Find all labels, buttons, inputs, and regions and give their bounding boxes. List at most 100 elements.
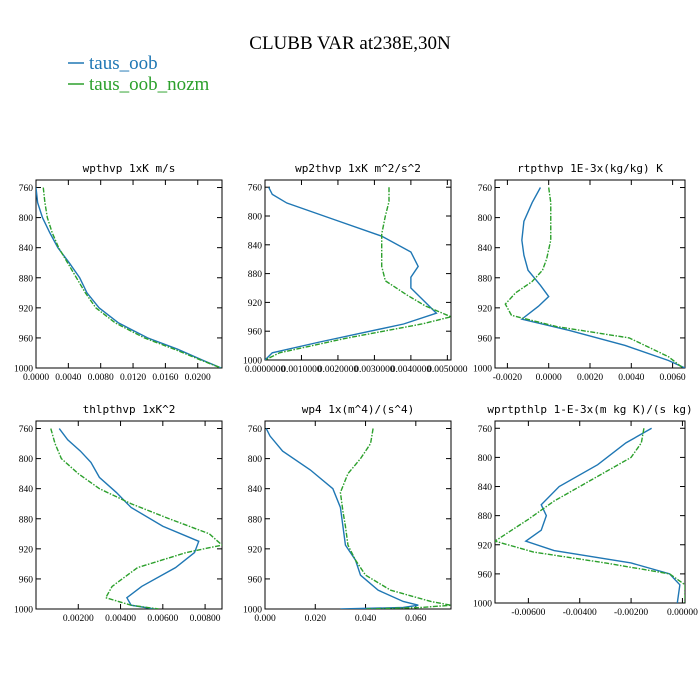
y-tick-label: 840 xyxy=(19,244,34,254)
panels: wpthvp 1xK m/s76080084088092096010000.00… xyxy=(14,162,698,624)
panel-title: wp4 1x(m^4)/(s^4) xyxy=(302,403,415,416)
legend: taus_oob taus_oob_nozm xyxy=(68,53,210,95)
x-tick-label: 0.00400 xyxy=(105,614,136,624)
panel-5: wp4 1x(m^4)/(s^4)76080084088092096010000… xyxy=(243,403,452,624)
series-line-taus-oob-nozm xyxy=(265,187,451,360)
y-tick-label: 920 xyxy=(248,545,263,555)
panel-title: wprtpthlp 1-E-3x(m kg K)/(s kg) xyxy=(487,403,692,416)
x-tick-label: 0.0160 xyxy=(152,373,178,383)
plot-frame xyxy=(35,420,223,610)
plot-frame xyxy=(494,420,686,604)
panel-3: rtpthvp 1E-3x(kg/kg) K 760 800 840 880 920 960… xyxy=(473,162,686,383)
y-tick-label: 1000 xyxy=(473,600,492,610)
x-tick-label: -0.00200 xyxy=(614,608,648,618)
x-tick-label: 0.0120 xyxy=(120,373,146,383)
legend-label-taus-oob-nozm: taus_oob_nozm xyxy=(89,74,210,95)
y-tick-label: 800 xyxy=(19,455,34,465)
series-line-taus-oob xyxy=(265,186,438,360)
series-line-taus-oob-nozm xyxy=(50,428,222,609)
panel-title: wpthvp 1xK m/s xyxy=(83,162,176,175)
y-tick-label: 960 xyxy=(248,575,263,585)
y-tick-label: 800 xyxy=(248,455,263,465)
x-tick-label: 0.00000 xyxy=(667,608,698,618)
x-tick-label: 0.00600 xyxy=(147,614,178,624)
panel-2: wp2thvp 1xK m^2/s^2 760 800 840 880 920 960 100… xyxy=(243,162,468,375)
x-tick-label: 0.0040 xyxy=(618,373,644,383)
y-tick-label: 760 xyxy=(19,184,34,194)
y-tick-label: 760 xyxy=(478,184,493,194)
y-tick-label: 880 xyxy=(19,515,34,525)
figure-title: CLUBB VAR at238E,30N xyxy=(249,33,451,54)
y-tick-label: 760 xyxy=(478,425,493,435)
x-tick-label: 0.0020 xyxy=(577,373,603,383)
y-tick-label: 880 xyxy=(478,274,493,284)
y-tick-label: 840 xyxy=(248,485,263,495)
x-tick-label: 0.0010000 xyxy=(281,365,322,375)
panel-4: thlpthvp 1xK^2 760 800 840 880 920 960 1000 0.00… xyxy=(14,403,223,624)
x-tick-label: 0.00800 xyxy=(190,614,221,624)
y-tick-label: 920 xyxy=(478,304,493,314)
y-tick-label: 960 xyxy=(478,570,493,580)
y-tick-label: 880 xyxy=(19,274,34,284)
x-tick-label: 0.0080 xyxy=(88,373,114,383)
x-tick-label: 0.0000 xyxy=(536,373,562,383)
x-tick-label: 0.0200 xyxy=(185,373,211,383)
y-tick-label: 840 xyxy=(19,485,34,495)
y-tick-label: 880 xyxy=(248,515,263,525)
x-tick-label: 0.020 xyxy=(305,614,327,624)
x-tick-label: 0.0040 xyxy=(55,373,81,383)
series-line-taus-oob xyxy=(36,187,222,368)
panel-title: wp2thvp 1xK m^2/s^2 xyxy=(295,162,421,175)
series-line-taus-oob-nozm xyxy=(42,187,222,368)
y-tick-label: 840 xyxy=(478,483,493,493)
x-tick-label: 0.00200 xyxy=(63,614,94,624)
x-tick-label: -0.00600 xyxy=(511,608,545,618)
x-tick-label: 0.0000000 xyxy=(245,365,286,375)
y-tick-label: 800 xyxy=(478,214,493,224)
y-tick-label: 1000 xyxy=(14,606,33,616)
y-tick-label: 960 xyxy=(478,334,493,344)
y-tick-label: 760 xyxy=(248,425,263,435)
x-tick-label: -0.00400 xyxy=(563,608,597,618)
x-tick-label: 0.0060 xyxy=(660,373,686,383)
x-tick-label: 0.0020000 xyxy=(318,365,359,375)
series-line-taus-oob-nozm xyxy=(504,187,684,368)
series-line-taus-oob xyxy=(58,428,200,609)
y-tick-label: 960 xyxy=(248,328,263,338)
y-tick-label: 880 xyxy=(248,270,263,280)
y-tick-label: 920 xyxy=(478,541,493,551)
y-tick-label: 1000 xyxy=(14,365,33,375)
panel-1: wpthvp 1xK m/s76080084088092096010000.00… xyxy=(14,162,223,383)
y-tick-label: 760 xyxy=(19,425,34,435)
x-tick-label: 0.0050000 xyxy=(427,365,468,375)
panel-title: rtpthvp 1E-3x(kg/kg) K xyxy=(517,162,663,175)
y-tick-label: 960 xyxy=(19,334,34,344)
x-tick-label: 0.000 xyxy=(254,614,276,624)
series-line-taus-oob xyxy=(524,427,681,603)
x-tick-label: 0.0030000 xyxy=(354,365,395,375)
y-tick-label: 800 xyxy=(248,213,263,223)
plot-frame xyxy=(264,179,452,361)
panel-title: thlpthvp 1xK^2 xyxy=(83,403,176,416)
y-tick-label: 840 xyxy=(248,241,263,251)
panel-6: wprtpthlp 1-E-3x(m kg K)/(s kg) 760 800 840… xyxy=(473,403,698,618)
y-tick-label: 920 xyxy=(19,304,34,314)
series-line-taus-oob xyxy=(520,187,685,368)
y-tick-label: 920 xyxy=(248,299,263,309)
y-tick-label: 840 xyxy=(478,244,493,254)
y-tick-label: 960 xyxy=(19,575,34,585)
legend-label-taus-oob: taus_oob xyxy=(89,53,158,74)
series-line-taus-oob-nozm xyxy=(495,428,685,603)
x-tick-label: 0.0000 xyxy=(23,373,49,383)
y-tick-label: 1000 xyxy=(473,365,492,375)
x-tick-label: -0.0020 xyxy=(493,373,523,383)
x-tick-label: 0.040 xyxy=(355,614,377,624)
y-tick-label: 880 xyxy=(478,512,493,522)
plot-frame xyxy=(35,179,223,369)
series-line-taus-oob xyxy=(265,428,419,609)
y-tick-label: 800 xyxy=(19,214,34,224)
y-tick-label: 1000 xyxy=(243,606,262,616)
y-tick-label: 1000 xyxy=(243,357,262,367)
